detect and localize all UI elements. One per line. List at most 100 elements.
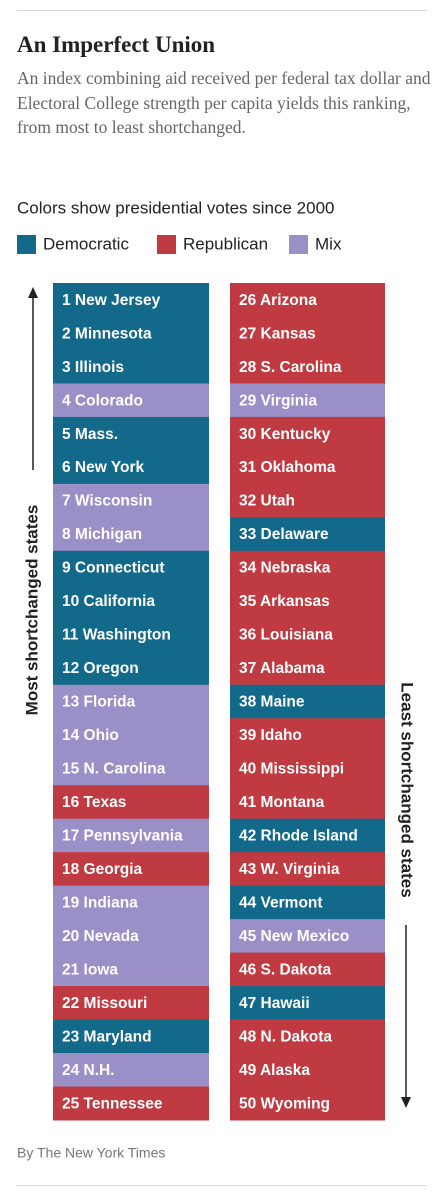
state-cell [53,550,209,585]
state-cell [53,450,209,485]
state-cell [230,316,385,351]
state-label: 23 Maryland [62,1028,152,1045]
state-label: 33 Delaware [239,526,329,543]
state-label: 4 Colorado [62,392,143,409]
left-axis-label: Most shortchanged states [22,505,41,716]
state-cell [230,651,385,686]
state-label: 47 Hawaii [239,995,310,1012]
state-cell [230,718,385,753]
state-cell [53,751,209,786]
state-label: 24 N.H. [62,1062,115,1079]
state-label: 39 Idaho [239,727,302,744]
state-cell [53,1053,209,1088]
state-label: 14 Ohio [62,727,119,744]
state-label: 21 Iowa [62,961,118,978]
state-cell [53,785,209,820]
state-cell [230,1019,385,1054]
state-cell [230,550,385,585]
state-cell [53,383,209,418]
state-label: 18 Georgia [62,861,142,878]
state-label: 41 Montana [239,794,325,811]
state-label: 11 Washington [62,627,171,644]
state-cell [53,651,209,686]
state-cell [53,483,209,518]
legend-swatch [157,235,176,254]
state-label: 42 Rhode Island [239,828,358,845]
state-label: 2 Minnesota [62,325,152,342]
legend-label: Mix [315,234,342,253]
state-label: 28 S. Carolina [239,359,342,376]
down-arrow-head [401,1097,411,1108]
state-cell [230,986,385,1021]
state-cell [230,617,385,652]
state-label: 31 Oklahoma [239,459,336,476]
legend-swatch [17,235,36,254]
state-cell [230,1086,385,1121]
state-cell [230,952,385,987]
state-label: 43 W. Virginia [239,861,340,878]
state-cell [53,852,209,887]
state-label: 49 Alaska [239,1062,310,1079]
state-cell [230,684,385,719]
state-cell [53,1086,209,1121]
state-label: 50 Wyoming [239,1095,330,1112]
title: An Imperfect Union [17,32,216,57]
state-cell [230,751,385,786]
top-rule [17,10,427,11]
state-cell [230,517,385,552]
state-label: 16 Texas [62,794,126,811]
state-label: 8 Michigan [62,526,142,543]
state-label: 19 Indiana [62,894,138,911]
state-cell [53,316,209,351]
state-label: 38 Maine [239,694,305,711]
state-label: 30 Kentucky [239,426,331,443]
state-label: 48 N. Dakota [239,1028,332,1045]
state-label: 17 Pennsylvania [62,828,183,845]
up-arrow-head [28,287,38,298]
state-cell [53,684,209,719]
state-cell [53,416,209,451]
state-label: 26 Arizona [239,292,317,309]
state-label: 9 Connecticut [62,560,164,577]
bottom-rule [17,1185,427,1186]
state-cell [230,383,385,418]
state-cell [53,283,209,317]
state-cell [230,852,385,887]
state-cell [53,818,209,853]
state-label: 22 Missouri [62,995,147,1012]
state-cell [230,584,385,619]
state-cell [230,785,385,820]
credit: By The New York Times [17,1145,165,1161]
state-label: 15 N. Carolina [62,761,166,778]
state-cell [230,818,385,853]
state-label: 32 Utah [239,493,295,510]
state-label: 13 Florida [62,694,136,711]
state-cell [230,483,385,518]
state-label: 29 Virginia [239,392,317,409]
state-label: 27 Kansas [239,325,316,342]
description: An index combining aid received per fede… [17,68,431,137]
state-label: 20 Nevada [62,928,139,945]
state-cell [53,885,209,920]
legend-swatch [289,235,308,254]
state-label: 7 Wisconsin [62,493,152,510]
state-cell [53,584,209,619]
state-label: 10 California [62,593,155,610]
state-cell [230,349,385,384]
legend-label: Democratic [43,234,129,253]
state-cell [53,617,209,652]
state-label: 5 Mass. [62,426,118,443]
state-label: 46 S. Dakota [239,961,332,978]
state-label: 3 Illinois [62,359,124,376]
state-cell [53,1019,209,1054]
state-cell [230,416,385,451]
state-label: 40 Mississippi [239,761,344,778]
legend-title: Colors show presidential votes since 200… [17,198,335,217]
state-label: 36 Louisiana [239,627,333,644]
state-cell [53,349,209,384]
state-cell [230,450,385,485]
state-label: 25 Tennessee [62,1095,163,1112]
state-cell [230,283,385,317]
state-label: 37 Alabama [239,660,325,677]
